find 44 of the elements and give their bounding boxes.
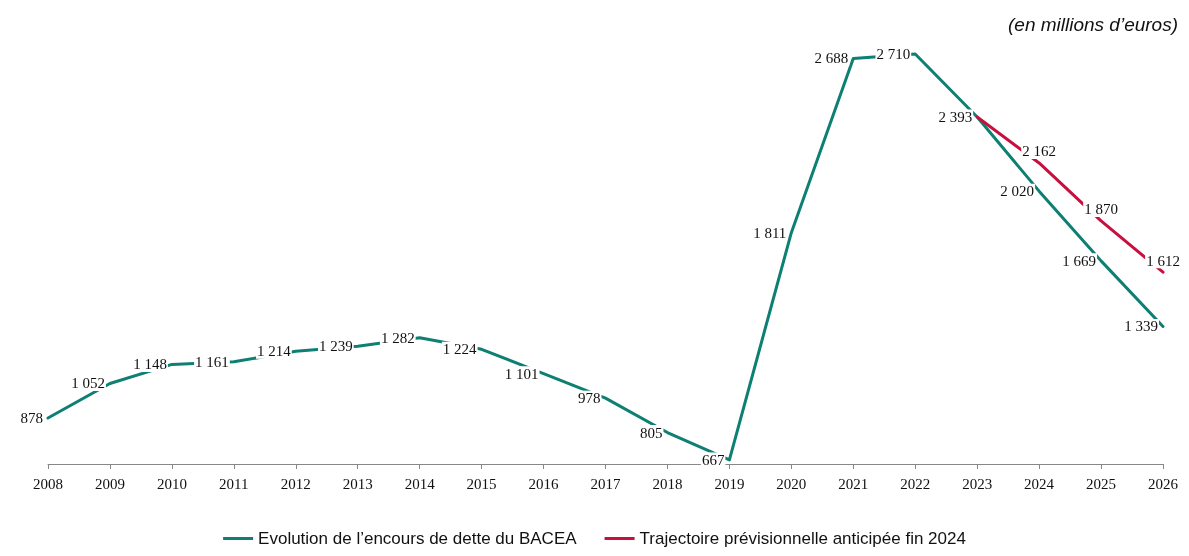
data-label: 1 811 (753, 224, 787, 241)
x-tick-label: 2017 (590, 475, 621, 492)
data-label: 1 870 (1084, 201, 1118, 218)
legend-label: Trajectoire prévisionnelle anticipée fin 2024 (639, 529, 966, 548)
x-tick-label: 2020 (776, 475, 807, 492)
x-tick-label: 2022 (900, 475, 931, 492)
x-tick-label: 2011 (219, 475, 249, 492)
data-label: 2 688 (814, 50, 849, 67)
x-tick-label: 2023 (962, 475, 993, 492)
data-label: 978 (578, 390, 601, 407)
x-tick-label: 2010 (156, 475, 187, 492)
x-tick-label: 2025 (1086, 475, 1117, 492)
data-label: 878 (20, 410, 43, 427)
data-label: 1 669 (1062, 252, 1097, 269)
x-tick-label: 2014 (404, 475, 436, 492)
x-tick-label: 2021 (838, 475, 869, 492)
data-label: 1 224 (442, 341, 478, 358)
data-label: 1 214 (257, 343, 292, 360)
x-tick-label: 2026 (1148, 475, 1179, 492)
data-label: 1 612 (1146, 252, 1180, 269)
data-label: 2 710 (876, 46, 911, 63)
chart-title: (en millions d’euros) (1007, 14, 1179, 35)
data-label: 1 101 (504, 365, 539, 382)
data-label: 1 161 (195, 353, 229, 370)
data-label: 2 393 (938, 109, 973, 126)
x-tick-label: 2013 (342, 475, 373, 492)
data-label: 1 148 (133, 356, 167, 373)
x-tick-label: 2018 (652, 475, 683, 492)
data-label: 805 (639, 424, 663, 441)
x-tick-label: 2016 (528, 475, 560, 492)
x-tick-label: 2019 (714, 475, 745, 492)
data-label: 1 052 (71, 375, 105, 392)
x-tick-label: 2008 (33, 475, 63, 492)
x-tick-label: 2009 (94, 475, 125, 492)
data-label: 2 020 (1000, 183, 1035, 200)
x-tick-label: 2024 (1024, 475, 1055, 492)
data-label: 1 239 (318, 338, 353, 355)
data-label: 667 (701, 451, 725, 468)
legend-label: Evolution de l’encours de dette du BACEA (258, 529, 578, 548)
data-label: 1 339 (1124, 318, 1158, 335)
x-tick-label: 2012 (280, 475, 311, 492)
data-label: 2 162 (1022, 143, 1056, 160)
data-label: 1 282 (380, 329, 415, 346)
x-tick-label: 2015 (466, 475, 497, 492)
